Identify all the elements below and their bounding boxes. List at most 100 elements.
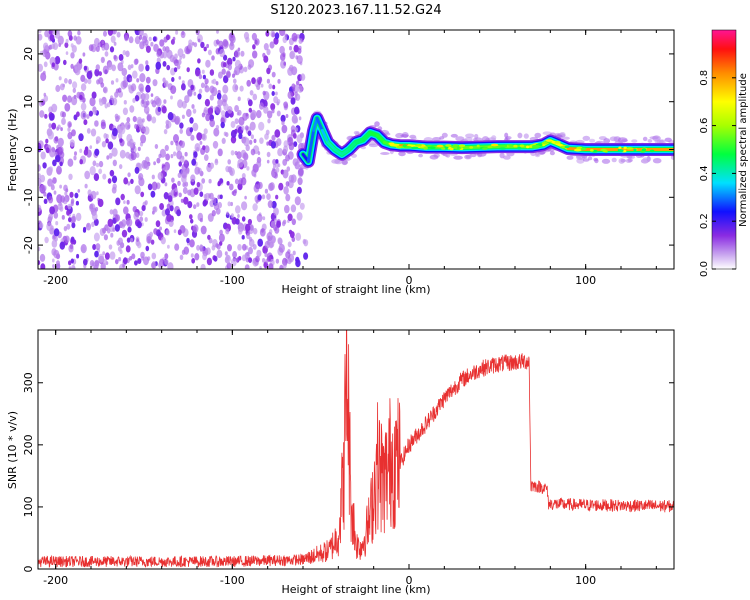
noise-blob — [202, 74, 206, 80]
noise-blob — [284, 204, 290, 214]
noise-blob — [139, 41, 145, 50]
noise-blob — [86, 70, 93, 80]
noise-blob — [174, 115, 181, 125]
noise-blob — [255, 110, 262, 119]
noise-blob — [199, 191, 204, 197]
noise-blob — [51, 239, 58, 248]
noise-blob — [102, 259, 108, 266]
noise-blob — [266, 193, 271, 201]
noise-blob — [38, 63, 43, 72]
noise-blob — [90, 190, 97, 200]
noise-blob — [267, 118, 271, 124]
noise-blob — [121, 229, 128, 238]
y-tick-label: 0 — [22, 566, 35, 573]
noise-blob — [215, 105, 222, 114]
noise-blob — [254, 38, 260, 46]
noise-blob — [167, 195, 173, 203]
noise-blob — [110, 232, 114, 238]
noise-blob — [148, 36, 152, 42]
signal-speckle — [542, 141, 548, 145]
noise-blob — [70, 236, 75, 243]
noise-blob — [204, 192, 210, 201]
noise-blob — [70, 201, 74, 207]
noise-blob — [227, 159, 231, 165]
noise-blob — [79, 94, 83, 100]
noise-blob — [183, 196, 189, 205]
noise-blob — [141, 99, 145, 105]
snr-x-axis-label: Height of straight line (km) — [281, 583, 430, 596]
noise-blob — [184, 95, 190, 104]
noise-blob — [233, 78, 237, 84]
noise-blob — [199, 217, 203, 223]
noise-blob — [122, 79, 128, 88]
noise-blob — [43, 198, 48, 204]
noise-blob — [186, 237, 190, 244]
noise-blob — [170, 85, 177, 94]
noise-blob — [252, 50, 258, 59]
noise-blob — [95, 45, 100, 53]
noise-blob — [211, 245, 216, 251]
noise-blob — [48, 166, 53, 173]
noise-blob — [266, 78, 270, 84]
noise-blob — [138, 83, 144, 92]
noise-blob — [72, 88, 77, 93]
noise-blob — [59, 161, 63, 167]
noise-blob — [219, 48, 226, 58]
noise-blob — [75, 65, 80, 73]
noise-blob — [108, 244, 113, 250]
noise-blob — [252, 93, 258, 101]
noise-blob — [252, 203, 258, 212]
figure-title: S120.2023.167.11.52.G24 — [270, 3, 441, 18]
signal-speckle — [441, 147, 446, 150]
noise-blob — [87, 189, 92, 196]
noise-blob — [196, 202, 200, 207]
noise-blob — [192, 122, 199, 132]
halo-blob — [664, 137, 672, 142]
noise-blob — [67, 131, 73, 140]
noise-blob — [165, 229, 170, 236]
noise-blob — [127, 154, 132, 160]
noise-blob — [83, 65, 88, 71]
noise-blob — [134, 260, 138, 266]
noise-blob — [153, 43, 159, 53]
noise-blob — [131, 253, 136, 260]
noise-blob — [298, 116, 302, 121]
noise-blob — [234, 84, 239, 91]
noise-blob — [66, 223, 71, 230]
noise-blob — [174, 243, 180, 251]
noise-blob — [192, 224, 199, 233]
noise-blob — [73, 155, 77, 161]
noise-blob — [117, 62, 124, 72]
noise-blob — [266, 141, 270, 146]
halo-blob — [503, 155, 511, 160]
noise-blob — [234, 59, 241, 69]
noise-blob — [264, 252, 268, 258]
signal-speckle — [423, 147, 428, 150]
noise-blob — [285, 181, 290, 187]
noise-blob — [295, 93, 301, 101]
noise-blob — [113, 41, 117, 46]
noise-blob — [109, 169, 115, 177]
noise-blob — [177, 229, 182, 236]
noise-blob — [72, 81, 78, 89]
signal-speckle — [564, 145, 570, 148]
noise-blob — [111, 97, 118, 106]
y-tick-label: 10 — [22, 95, 35, 109]
noise-blob — [150, 239, 155, 245]
noise-blob — [291, 218, 296, 226]
signal-speckle — [452, 144, 459, 147]
noise-blob — [176, 64, 181, 70]
signal-speckle — [545, 139, 553, 142]
noise-blob — [150, 190, 156, 198]
noise-blob — [89, 166, 96, 176]
noise-blob — [68, 266, 72, 269]
noise-blob — [269, 41, 275, 49]
noise-blob — [256, 249, 262, 258]
noise-blob — [298, 167, 304, 176]
noise-blob — [145, 84, 151, 93]
noise-blob — [132, 98, 136, 103]
noise-blob — [88, 44, 94, 52]
noise-blob — [142, 35, 148, 44]
noise-blob — [246, 79, 251, 87]
noise-blob — [64, 103, 71, 112]
